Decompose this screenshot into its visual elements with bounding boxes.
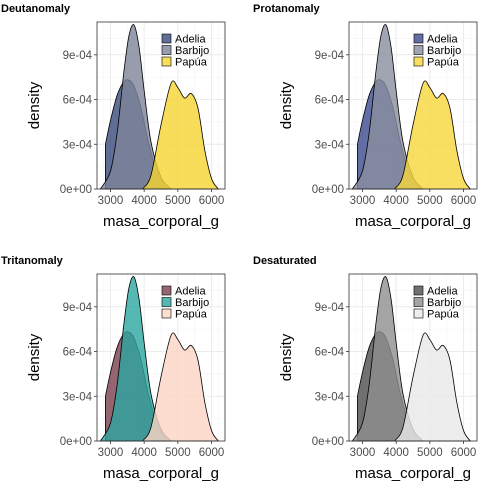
x-axis-title: masa_corporal_g xyxy=(103,465,219,482)
legend-label-adelia: Adelia xyxy=(175,286,206,298)
panel-title: Deutanomaly xyxy=(1,3,71,15)
panel-title: Desaturated xyxy=(253,255,317,267)
y-axis: 0e+00 3e-04 6e-04 9e-04 xyxy=(312,50,349,196)
density-areas xyxy=(351,24,471,190)
legend-key-barbijo xyxy=(161,297,172,307)
panel-title: Tritanomaly xyxy=(1,255,64,267)
legend-key-adelia xyxy=(413,285,424,296)
y-tick-label: 6e-04 xyxy=(63,95,93,107)
panel-border xyxy=(96,273,226,442)
y-axis-title: density xyxy=(26,81,43,129)
y-axis-title: density xyxy=(278,333,295,381)
density-areas xyxy=(99,24,219,190)
panel-tritanomaly: Tritanomaly 3000 4000 5000 6000 0e+00 3e-04 6e-… xyxy=(1,255,226,482)
y-tick-label: 3e-04 xyxy=(63,139,93,151)
legend-key-papúa xyxy=(161,308,172,319)
y-axis: 0e+00 3e-04 6e-04 9e-04 xyxy=(60,50,97,196)
panel-desaturated: Desaturated 3000 4000 5000 6000 0e+00 3e-04 6e-… xyxy=(253,255,478,482)
legend-label-barbijo: Barbijo xyxy=(427,45,461,57)
y-axis-title: density xyxy=(26,333,43,381)
x-tick-label: 5000 xyxy=(165,447,191,459)
y-tick-label: 0e+00 xyxy=(60,436,92,448)
panel-border xyxy=(348,273,478,442)
y-tick-label: 0e+00 xyxy=(60,184,92,196)
y-tick-label: 9e-04 xyxy=(315,302,345,314)
x-tick-label: 4000 xyxy=(383,195,409,207)
y-axis-title: density xyxy=(278,81,295,129)
y-tick-label: 3e-04 xyxy=(315,139,345,151)
x-tick-label: 4000 xyxy=(131,195,157,207)
density-area-papúa xyxy=(141,332,219,442)
x-tick-label: 3000 xyxy=(350,195,376,207)
legend-label-barbijo: Barbijo xyxy=(175,45,209,57)
x-axis: 3000 4000 5000 6000 xyxy=(350,441,477,459)
y-tick-label: 6e-04 xyxy=(63,347,93,359)
y-tick-label: 3e-04 xyxy=(315,391,345,403)
y-axis: 0e+00 3e-04 6e-04 9e-04 xyxy=(60,302,97,448)
y-tick-label: 6e-04 xyxy=(315,95,345,107)
x-axis: 3000 4000 5000 6000 xyxy=(350,189,477,207)
legend-label-papúa: Papúa xyxy=(175,309,208,321)
x-tick-label: 6000 xyxy=(199,447,225,459)
density-area-papúa xyxy=(141,80,219,190)
y-tick-label: 0e+00 xyxy=(312,184,344,196)
x-tick-label: 5000 xyxy=(417,195,443,207)
legend-key-adelia xyxy=(161,33,172,44)
panel-border xyxy=(348,21,478,190)
x-axis-title: masa_corporal_g xyxy=(355,465,471,482)
y-tick-label: 9e-04 xyxy=(63,50,93,62)
legend-label-papúa: Papúa xyxy=(427,57,460,69)
legend-key-adelia xyxy=(161,285,172,296)
x-axis-title: masa_corporal_g xyxy=(355,213,471,230)
x-tick-label: 4000 xyxy=(383,447,409,459)
density-area-papúa xyxy=(393,332,471,442)
density-area-papúa xyxy=(393,80,471,190)
legend-key-papúa xyxy=(413,308,424,319)
legend-key-papúa xyxy=(161,56,172,67)
panel-deutanomaly: Deutanomaly 3000 4000 5000 6000 0e+00 3e-04 6e-… xyxy=(1,3,226,230)
x-tick-label: 5000 xyxy=(417,447,443,459)
x-tick-label: 5000 xyxy=(165,195,191,207)
legend-key-adelia xyxy=(413,33,424,44)
legend-label-papúa: Papúa xyxy=(427,309,460,321)
legend-label-adelia: Adelia xyxy=(427,34,458,46)
legend-key-barbijo xyxy=(413,297,424,307)
legend-label-adelia: Adelia xyxy=(175,34,206,46)
x-tick-label: 6000 xyxy=(451,195,477,207)
y-tick-label: 9e-04 xyxy=(63,302,93,314)
x-tick-label: 3000 xyxy=(98,195,124,207)
y-tick-label: 9e-04 xyxy=(315,50,345,62)
y-tick-label: 0e+00 xyxy=(312,436,344,448)
legend-label-barbijo: Barbijo xyxy=(175,297,209,309)
panel-protanomaly: Protanomaly 3000 4000 5000 6000 0e+00 3e-04 6e-… xyxy=(253,3,478,230)
legend-key-barbijo xyxy=(413,45,424,55)
x-tick-label: 3000 xyxy=(98,447,124,459)
legend-key-barbijo xyxy=(161,45,172,55)
x-axis: 3000 4000 5000 6000 xyxy=(98,441,225,459)
x-tick-label: 6000 xyxy=(199,195,225,207)
density-areas xyxy=(351,276,471,442)
y-axis: 0e+00 3e-04 6e-04 9e-04 xyxy=(312,302,349,448)
x-axis: 3000 4000 5000 6000 xyxy=(98,189,225,207)
panel-border xyxy=(96,21,226,190)
x-tick-label: 4000 xyxy=(131,447,157,459)
legend-label-adelia: Adelia xyxy=(427,286,458,298)
density-areas xyxy=(99,276,219,442)
legend-label-barbijo: Barbijo xyxy=(427,297,461,309)
panel-title: Protanomaly xyxy=(253,3,321,15)
y-tick-label: 6e-04 xyxy=(315,347,345,359)
x-axis-title: masa_corporal_g xyxy=(103,213,219,230)
legend-key-papúa xyxy=(413,56,424,67)
x-tick-label: 6000 xyxy=(451,447,477,459)
x-tick-label: 3000 xyxy=(350,447,376,459)
legend-label-papúa: Papúa xyxy=(175,57,208,69)
y-tick-label: 3e-04 xyxy=(63,391,93,403)
